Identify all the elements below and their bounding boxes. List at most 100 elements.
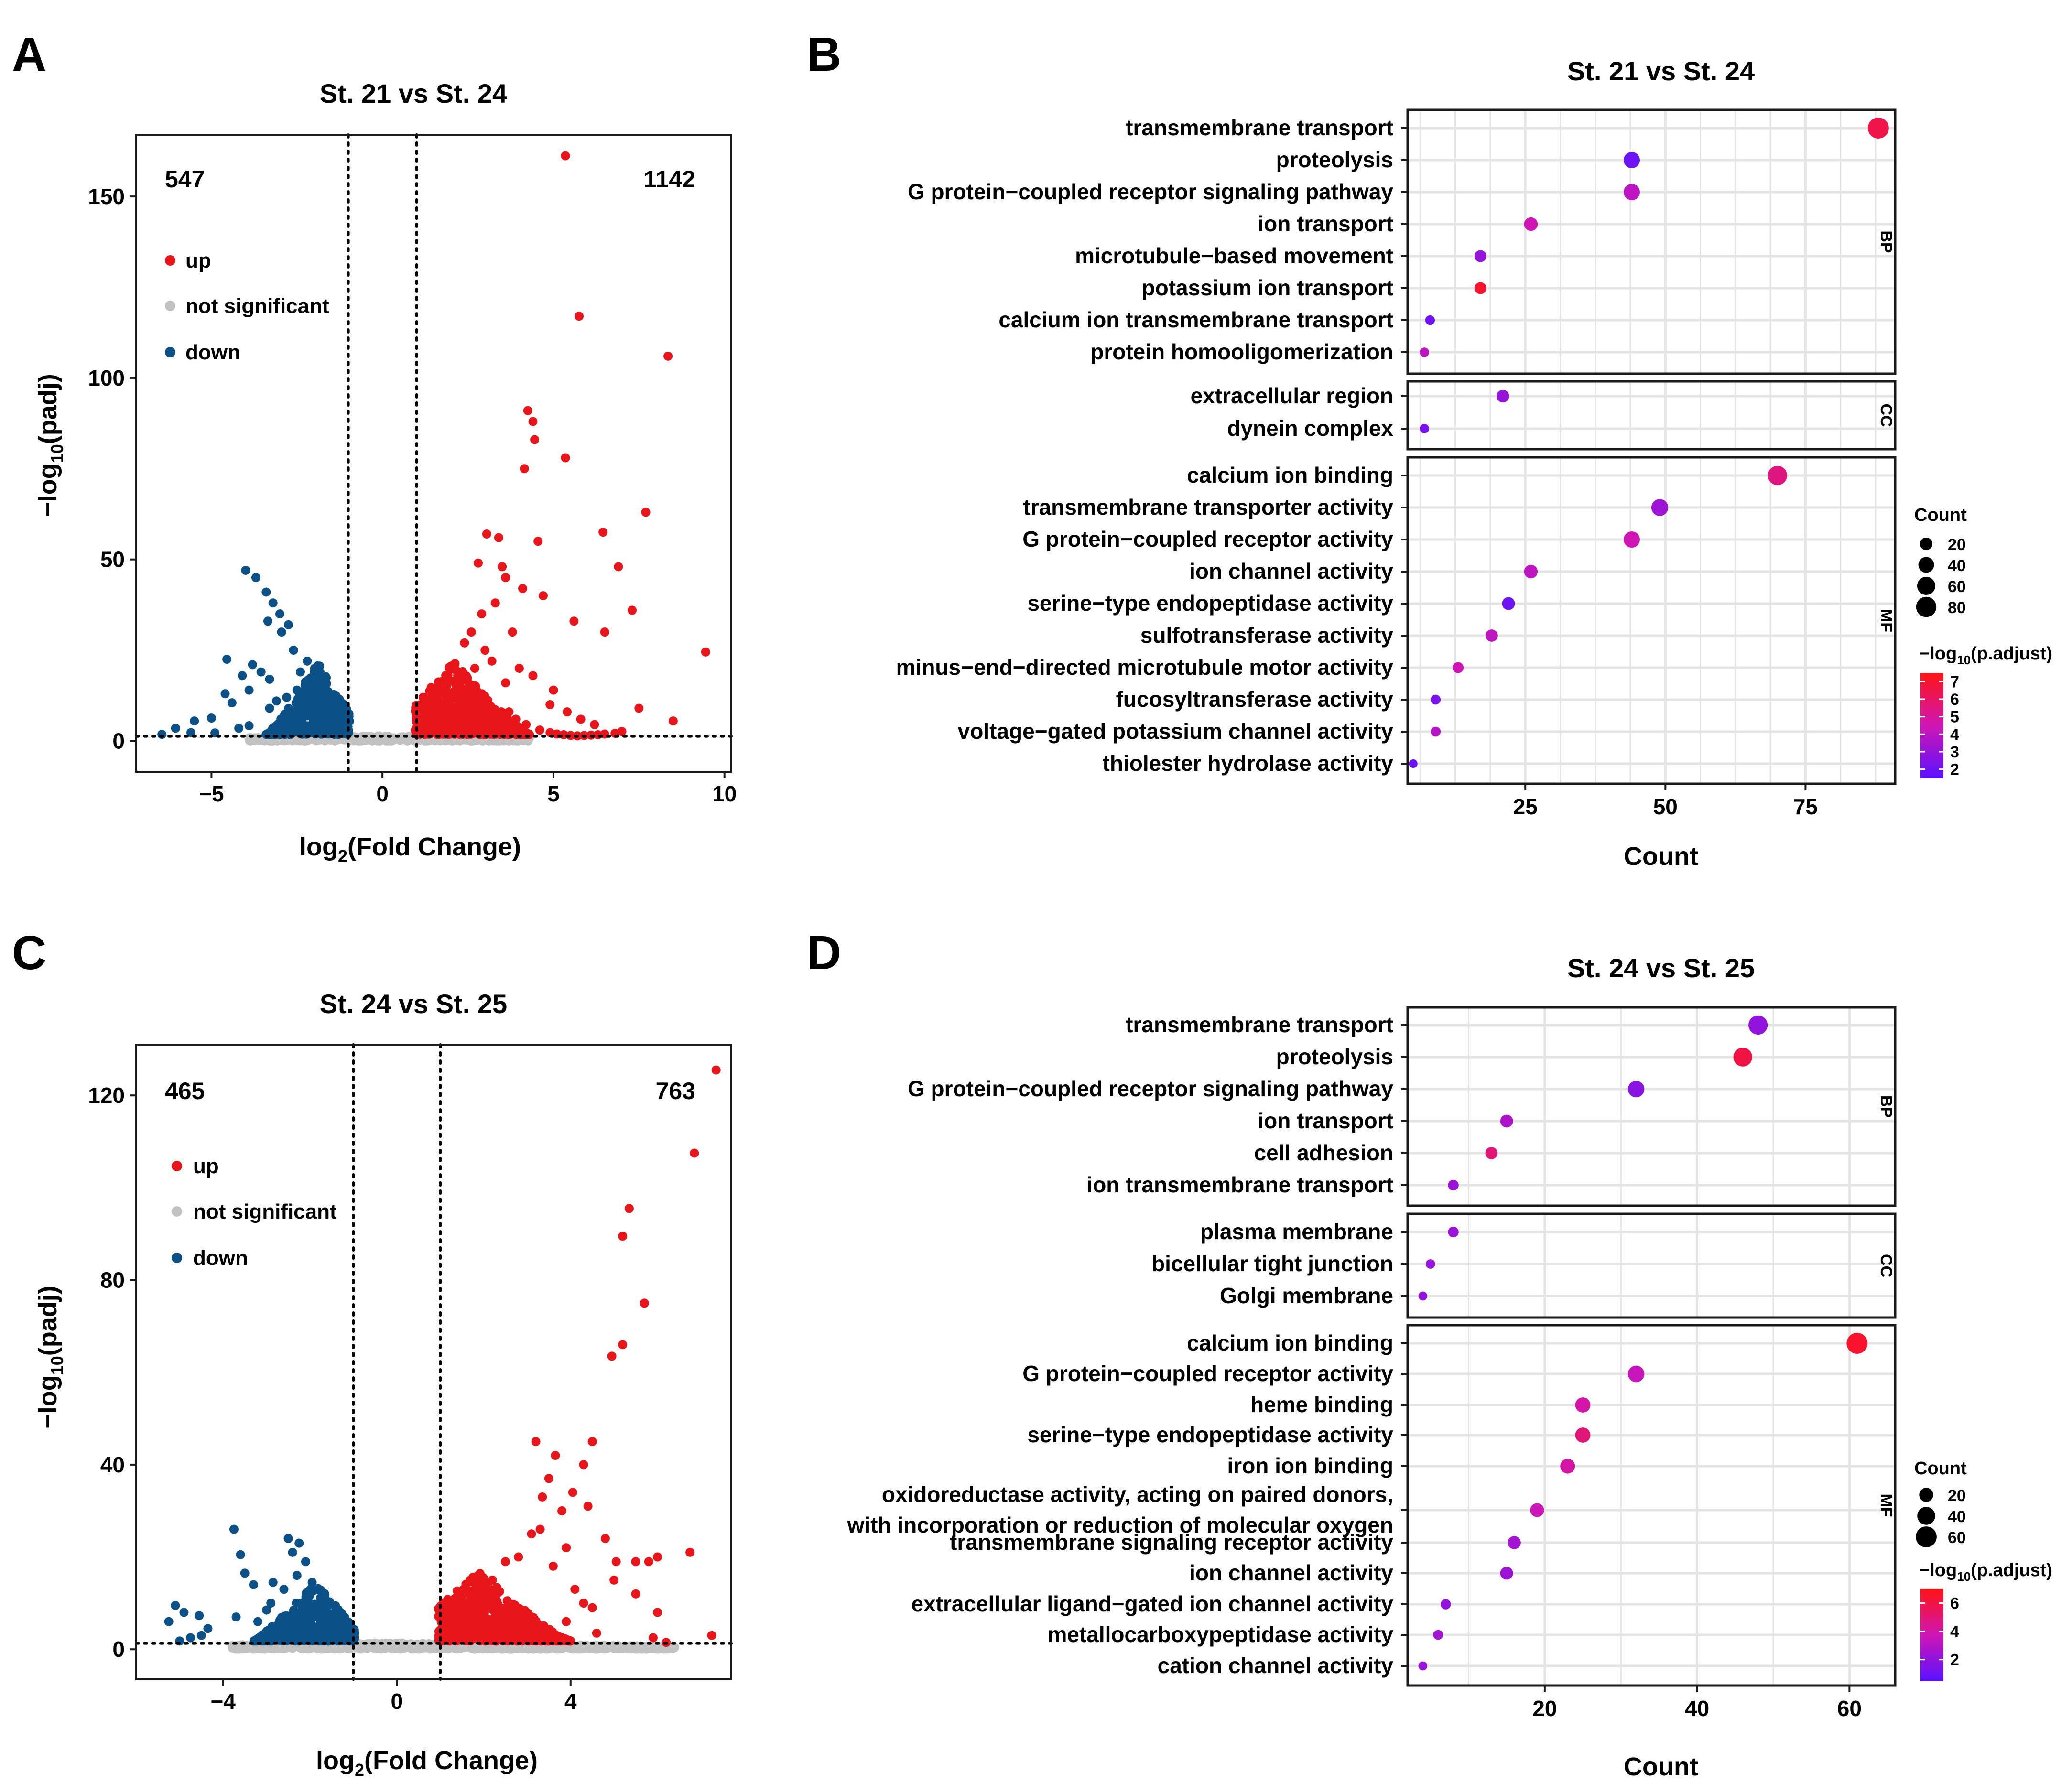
point-up bbox=[487, 656, 497, 666]
point-up bbox=[476, 702, 486, 712]
y-axis-label-a: −log10(padj) bbox=[33, 374, 67, 517]
panel-label-b: B bbox=[807, 28, 841, 81]
point-up bbox=[531, 1437, 541, 1447]
term-label: metallocarboxypeptidase activity bbox=[1047, 1622, 1393, 1647]
color-bar-segment bbox=[1920, 746, 1943, 750]
point-up bbox=[614, 562, 623, 572]
color-bar-segment bbox=[1920, 744, 1943, 747]
term-dot bbox=[1575, 1427, 1591, 1443]
point-up bbox=[557, 1506, 567, 1515]
term-label: transmembrane transport bbox=[1126, 1012, 1393, 1037]
point-down bbox=[256, 667, 266, 677]
point-down bbox=[321, 677, 330, 686]
legend-c: up not significant down bbox=[172, 1155, 337, 1270]
term-dot bbox=[1623, 151, 1640, 169]
point-up bbox=[484, 1583, 493, 1592]
point-down bbox=[268, 1578, 278, 1587]
color-bar-label: 6 bbox=[1950, 691, 1959, 709]
point-up bbox=[530, 435, 540, 444]
point-down bbox=[253, 1617, 262, 1626]
point-up bbox=[500, 1557, 510, 1567]
point-up bbox=[648, 1633, 658, 1643]
x-axis-label-b: Count bbox=[1624, 842, 1698, 871]
up-count-c: 763 bbox=[656, 1078, 695, 1104]
down-count-a: 547 bbox=[165, 166, 205, 193]
point-down bbox=[305, 695, 315, 704]
color-bar-label: 4 bbox=[1950, 1623, 1959, 1641]
point-down bbox=[266, 1599, 276, 1608]
point-down bbox=[307, 685, 316, 694]
point-up bbox=[544, 1474, 553, 1483]
point-down bbox=[190, 716, 199, 726]
legend-ns-marker bbox=[165, 301, 175, 311]
legend-up-label: up bbox=[185, 249, 211, 272]
point-up bbox=[470, 1589, 480, 1599]
term-dot bbox=[1623, 184, 1640, 201]
color-bar-segment bbox=[1920, 720, 1943, 724]
color-legend-title-b: −log10(p.adjust) bbox=[1919, 644, 2052, 667]
x-tick-label: 75 bbox=[1793, 794, 1818, 819]
term-label: with incorporation or reduction of molec… bbox=[847, 1513, 1393, 1537]
point-up bbox=[481, 1620, 491, 1629]
point-down bbox=[234, 724, 244, 733]
point-up bbox=[537, 1625, 546, 1635]
term-label: calcium ion transmembrane transport bbox=[998, 307, 1393, 332]
color-bar-segment bbox=[1920, 725, 1943, 729]
point-down bbox=[229, 1524, 239, 1534]
term-dot bbox=[1575, 1397, 1591, 1413]
point-up bbox=[653, 1552, 662, 1562]
term-dot bbox=[1474, 250, 1486, 262]
point-up bbox=[508, 1609, 518, 1618]
color-bar-segment bbox=[1920, 1635, 1943, 1638]
facet-mf: calcium ion binding G protein−coupled rec… bbox=[847, 1324, 1897, 1687]
point-up bbox=[644, 1557, 653, 1567]
point-down bbox=[164, 1617, 174, 1626]
point-up bbox=[563, 707, 572, 717]
point-down bbox=[315, 1623, 324, 1633]
point-down bbox=[298, 724, 307, 734]
color-bar-segment bbox=[1920, 1664, 1943, 1667]
point-down bbox=[236, 1550, 245, 1559]
term-label: Golgi membrane bbox=[1220, 1283, 1393, 1308]
term-label: fucosyltransferase activity bbox=[1116, 687, 1394, 712]
point-up bbox=[690, 1148, 699, 1158]
color-bar-segment bbox=[1920, 1623, 1943, 1626]
point-up bbox=[618, 1232, 628, 1241]
x-tick-label: −4 bbox=[211, 1689, 236, 1714]
point-up bbox=[453, 671, 463, 681]
color-bar-segment bbox=[1920, 1591, 1943, 1594]
term-dot bbox=[1452, 662, 1464, 673]
term-dot bbox=[1485, 1147, 1498, 1159]
term-dot bbox=[1524, 564, 1538, 579]
point-up bbox=[463, 1628, 473, 1637]
point-down bbox=[304, 1633, 314, 1643]
point-down bbox=[288, 1547, 297, 1557]
point-up bbox=[624, 1204, 634, 1213]
term-label: proteolysis bbox=[1276, 147, 1393, 172]
point-up bbox=[456, 1630, 466, 1640]
point-down bbox=[277, 627, 286, 637]
plot-area-b: transmembrane transport proteolysis G prot… bbox=[896, 108, 1897, 819]
color-bar-segment bbox=[1920, 1674, 1943, 1677]
color-bar-segment bbox=[1920, 715, 1943, 718]
point-up bbox=[514, 664, 524, 673]
point-up bbox=[478, 1609, 488, 1619]
point-down bbox=[292, 1599, 301, 1608]
point-not-significant bbox=[323, 1643, 333, 1653]
color-bar-segment bbox=[1920, 736, 1943, 739]
facet-bp: transmembrane transport proteolysis G prot… bbox=[908, 108, 1897, 375]
term-dot bbox=[1431, 694, 1441, 705]
color-bar-segment bbox=[1920, 1648, 1943, 1652]
color-bar-segment bbox=[1920, 1630, 1943, 1633]
point-up bbox=[600, 1534, 610, 1543]
point-down bbox=[268, 598, 278, 608]
point-not-significant bbox=[250, 735, 259, 745]
point-up bbox=[587, 1603, 597, 1612]
color-bar-segment bbox=[1920, 1644, 1943, 1647]
plot-frame bbox=[135, 134, 732, 773]
legend-up-marker bbox=[165, 255, 175, 266]
term-dot bbox=[1440, 1599, 1451, 1610]
term-label: potassium ion transport bbox=[1142, 275, 1393, 300]
color-bar-segment bbox=[1920, 1669, 1943, 1672]
point-up bbox=[490, 598, 500, 608]
